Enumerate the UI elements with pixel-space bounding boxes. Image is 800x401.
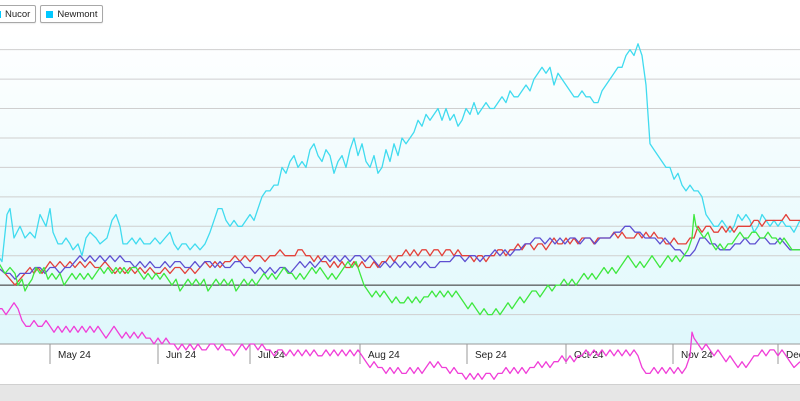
x-tick-label: Dec	[786, 350, 800, 361]
legend-label-newmont: Newmont	[57, 8, 98, 20]
legend: Nucor Newmont	[0, 5, 104, 23]
x-tick-label: Jun 24	[166, 350, 196, 361]
legend-item-nucor[interactable]: Nucor	[0, 5, 37, 23]
line-chart: May 24 Jun 24 Jul 24 Aug 24 Sep 24 Oct 24 Nov …	[0, 32, 800, 380]
series-line-3	[0, 213, 800, 316]
legend-swatch-nucor	[0, 10, 1, 18]
plot-background	[0, 32, 800, 344]
x-tick-label: May 24	[58, 350, 91, 361]
x-tick-label: Nov 24	[681, 350, 713, 361]
x-tick-label: Sep 24	[475, 350, 507, 361]
x-tick-label: Jul 24	[258, 350, 285, 361]
x-tick-label: Oct 24	[574, 350, 604, 361]
series-line-0	[0, 43, 800, 263]
series-line-2	[0, 225, 800, 280]
series-line-4	[0, 302, 800, 380]
series-line-1	[0, 213, 800, 286]
legend-swatch-newmont	[46, 10, 54, 18]
series-group	[0, 43, 800, 380]
legend-item-newmont[interactable]: Newmont	[40, 5, 104, 23]
legend-label-nucor: Nucor	[5, 8, 31, 20]
x-axis: May 24 Jun 24 Jul 24 Aug 24 Sep 24 Oct 24 Nov …	[49, 344, 800, 364]
scroll-navigator[interactable]	[0, 384, 800, 401]
chart-area: May 24 Jun 24 Jul 24 Aug 24 Sep 24 Oct 24 Nov …	[0, 0, 800, 384]
x-tick-label: Aug 24	[368, 350, 400, 361]
